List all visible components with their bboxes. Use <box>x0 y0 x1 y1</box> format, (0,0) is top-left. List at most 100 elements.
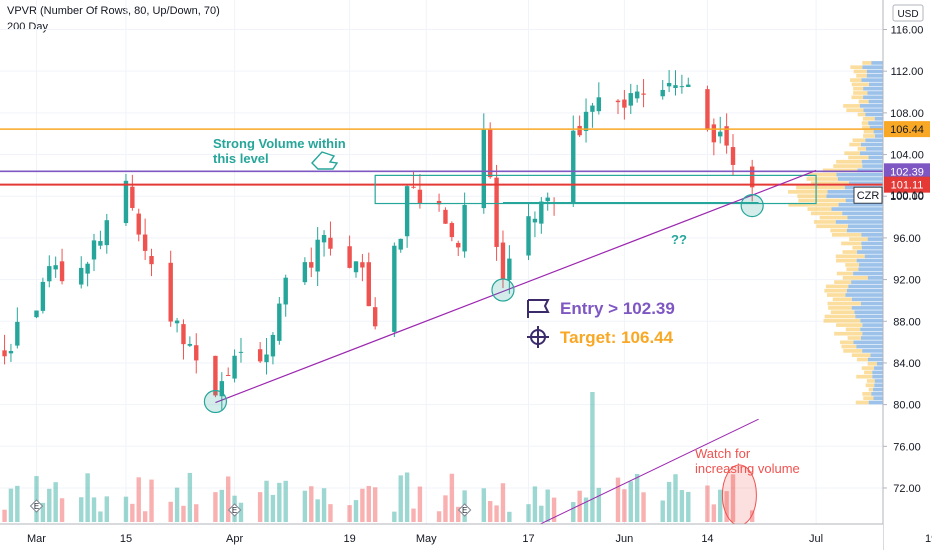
volume-bar <box>53 482 58 522</box>
vp-row-down <box>863 134 876 138</box>
vp-row-down <box>843 349 863 353</box>
volume-bar <box>142 511 148 522</box>
volume-bar <box>219 489 225 522</box>
vp-row-up <box>851 297 883 302</box>
volume-bar <box>360 488 365 522</box>
vp-row-up <box>853 271 883 276</box>
volume-bar <box>622 489 627 522</box>
volume-bar <box>47 488 52 522</box>
vp-row-down <box>856 374 873 379</box>
vp-row-up <box>837 177 883 181</box>
candle-body <box>47 266 52 282</box>
vp-row-down <box>836 159 862 164</box>
x-tick-label: Apr <box>226 533 243 545</box>
candles <box>2 70 755 411</box>
vp-row-up <box>848 224 883 229</box>
pointing-hand-icon <box>311 151 339 170</box>
volume-bar <box>686 491 691 522</box>
volume-bar <box>711 504 717 522</box>
volume-bar <box>545 489 550 522</box>
candle-body <box>315 239 320 272</box>
x-tick-label: May <box>416 533 437 545</box>
vp-row-down <box>832 232 862 237</box>
candle-body <box>213 355 218 396</box>
volume-bar <box>449 473 455 522</box>
vp-row-down <box>830 310 855 315</box>
volume-bar <box>398 475 403 522</box>
vp-row-up <box>854 310 883 315</box>
candle-body <box>417 189 423 204</box>
candle-body <box>59 261 65 282</box>
vp-row-up <box>860 336 883 340</box>
vp-row-down <box>798 198 846 203</box>
candle-body <box>571 130 576 204</box>
volume-bar <box>264 480 269 522</box>
vp-row-down <box>846 267 859 272</box>
price-axis-bg <box>883 0 932 550</box>
vp-row-down <box>842 275 868 280</box>
x-tick-label: Jun <box>616 533 634 545</box>
vp-row-up <box>865 112 883 117</box>
vp-row-up <box>865 138 883 143</box>
strong-volume-label-1: Strong Volume within <box>213 136 346 151</box>
vp-row-down <box>851 82 869 87</box>
candle-body <box>149 255 154 265</box>
vp-row-up <box>851 280 883 284</box>
candle-body <box>500 242 506 279</box>
vp-row-down <box>824 314 856 319</box>
volume-bar <box>257 492 263 522</box>
vp-row-down <box>868 387 874 392</box>
candle-body <box>666 82 672 87</box>
volume-bar <box>417 486 423 522</box>
candle-body <box>270 334 276 357</box>
y-tick-label: 80.00 <box>893 400 921 412</box>
vp-row-down <box>797 194 827 199</box>
vp-row-up <box>857 250 883 254</box>
y-tick-label: 72.00 <box>893 483 921 495</box>
volume-bar <box>302 490 308 522</box>
candle-body <box>411 186 416 188</box>
earnings-marker <box>457 503 472 517</box>
candle-body <box>456 242 461 248</box>
vp-row-up <box>856 344 883 349</box>
vp-row-down <box>862 61 872 65</box>
vp-row-up <box>846 228 883 233</box>
volume-bar <box>187 472 193 522</box>
vp-row-up <box>860 318 883 323</box>
candle-body <box>328 237 333 249</box>
volume-bar <box>372 487 378 522</box>
vp-row-up <box>861 245 883 250</box>
vp-row-up <box>863 108 883 113</box>
vp-row-down <box>847 336 861 340</box>
vp-row-up <box>838 202 883 207</box>
vp-row-up <box>868 400 883 405</box>
currency-label: USD <box>897 9 918 20</box>
vp-row-down <box>806 177 838 181</box>
vp-row-up <box>867 275 883 280</box>
vp-row-up <box>855 314 883 319</box>
symbol-tag <box>853 186 883 204</box>
volume-bar <box>130 503 135 522</box>
volume-bar <box>571 502 576 522</box>
candle-body <box>181 324 186 345</box>
candle-body <box>673 85 678 89</box>
vp-row-up <box>862 164 883 168</box>
y-tick-label: 88.00 <box>893 316 921 328</box>
volume-bar <box>366 485 371 522</box>
candle-body <box>130 186 135 208</box>
vp-row-down <box>849 237 868 241</box>
candle-body <box>718 131 723 137</box>
candle-body <box>321 235 327 243</box>
volume-bar <box>718 489 723 522</box>
vp-row-up <box>860 142 883 147</box>
earnings-marker-label: E <box>34 502 39 511</box>
volume-bar <box>666 481 672 522</box>
vp-row-up <box>872 370 883 375</box>
trendline <box>215 169 817 404</box>
candle-body <box>679 86 685 88</box>
vp-row-down <box>851 95 864 100</box>
candle-body <box>404 186 410 237</box>
candle-body <box>705 89 710 130</box>
